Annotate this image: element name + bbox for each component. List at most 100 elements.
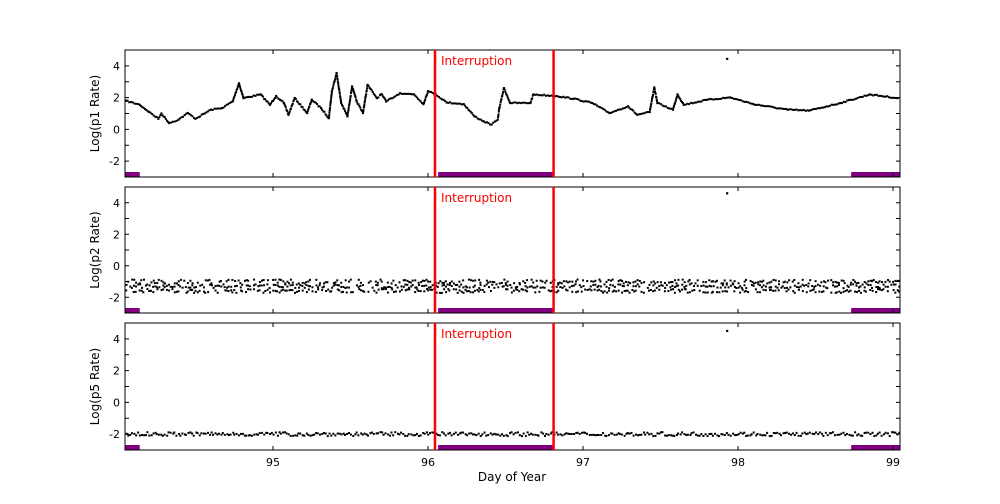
data-point bbox=[696, 434, 699, 437]
data-point bbox=[460, 283, 463, 286]
data-point bbox=[534, 93, 537, 96]
data-point bbox=[289, 434, 292, 437]
data-point bbox=[605, 280, 608, 283]
data-point bbox=[274, 431, 277, 434]
data-point bbox=[444, 280, 447, 283]
data-point bbox=[284, 282, 287, 285]
data-point bbox=[737, 433, 740, 436]
data-point bbox=[655, 96, 658, 99]
data-point bbox=[164, 117, 167, 120]
data-point bbox=[846, 284, 849, 287]
data-point bbox=[331, 88, 334, 91]
data-point bbox=[497, 286, 500, 289]
data-point bbox=[718, 435, 721, 438]
data-point bbox=[336, 77, 339, 80]
data-point bbox=[424, 98, 427, 101]
data-point bbox=[460, 431, 463, 434]
data-point bbox=[892, 280, 895, 283]
data-point bbox=[199, 115, 202, 118]
data-point bbox=[670, 107, 673, 110]
data-point bbox=[460, 103, 463, 106]
data-point bbox=[560, 96, 563, 99]
data-point bbox=[555, 291, 558, 294]
data-point bbox=[557, 95, 560, 98]
data-point bbox=[373, 94, 376, 97]
data-point bbox=[858, 286, 861, 289]
data-point bbox=[295, 100, 298, 103]
data-point bbox=[211, 108, 214, 111]
data-point bbox=[743, 100, 746, 103]
data-point bbox=[219, 279, 222, 282]
data-point bbox=[357, 286, 360, 289]
data-point bbox=[525, 102, 528, 105]
data-point bbox=[447, 432, 450, 435]
data-point bbox=[506, 284, 509, 287]
data-point bbox=[510, 286, 513, 289]
data-point bbox=[218, 280, 221, 283]
data-point bbox=[710, 280, 713, 283]
data-point bbox=[867, 431, 870, 434]
data-point bbox=[479, 283, 482, 286]
data-point bbox=[336, 432, 339, 435]
data-point bbox=[376, 281, 379, 284]
data-point bbox=[493, 286, 496, 289]
data-point bbox=[693, 101, 696, 104]
data-point bbox=[387, 433, 390, 436]
data-point bbox=[328, 432, 331, 435]
data-point bbox=[193, 291, 196, 294]
data-point bbox=[768, 286, 771, 289]
data-point bbox=[649, 108, 652, 111]
data-point bbox=[479, 118, 482, 121]
data-point bbox=[752, 103, 755, 106]
data-point bbox=[173, 285, 176, 288]
data-point bbox=[506, 280, 509, 283]
data-point bbox=[702, 434, 705, 437]
data-point bbox=[381, 94, 384, 97]
data-point bbox=[574, 283, 577, 286]
data-point bbox=[890, 283, 893, 286]
data-point bbox=[763, 105, 766, 108]
data-point bbox=[165, 288, 168, 291]
data-point bbox=[768, 105, 771, 108]
data-point bbox=[235, 91, 238, 94]
data-point bbox=[301, 284, 304, 287]
data-point bbox=[830, 432, 833, 435]
data-point bbox=[220, 285, 223, 288]
data-point bbox=[400, 285, 403, 288]
data-point bbox=[491, 433, 494, 436]
data-point bbox=[692, 285, 695, 288]
data-point bbox=[677, 278, 680, 281]
data-point bbox=[634, 289, 637, 292]
data-point bbox=[840, 279, 843, 282]
data-point bbox=[130, 101, 133, 104]
data-point bbox=[611, 290, 614, 293]
data-point bbox=[805, 291, 808, 294]
data-point bbox=[716, 98, 719, 101]
data-point bbox=[659, 281, 662, 284]
data-point bbox=[200, 432, 203, 435]
data-point bbox=[313, 101, 316, 104]
data-point bbox=[886, 95, 889, 98]
data-point bbox=[797, 282, 800, 285]
data-point bbox=[338, 87, 341, 90]
data-point bbox=[291, 281, 294, 284]
data-point bbox=[223, 286, 226, 289]
data-point bbox=[415, 96, 418, 99]
data-point bbox=[880, 434, 883, 437]
data-point bbox=[325, 290, 328, 293]
data-point bbox=[683, 285, 686, 288]
data-point bbox=[305, 432, 308, 435]
data-point bbox=[390, 286, 393, 289]
data-point bbox=[355, 431, 358, 434]
data-point bbox=[682, 103, 685, 106]
data-point bbox=[284, 104, 287, 107]
data-point bbox=[710, 432, 713, 435]
data-point bbox=[797, 434, 800, 437]
data-point bbox=[213, 107, 216, 110]
data-point bbox=[870, 286, 873, 289]
data-point bbox=[582, 100, 585, 103]
data-point bbox=[152, 279, 155, 282]
interruption-label: Interruption bbox=[441, 327, 512, 341]
data-point bbox=[875, 286, 878, 289]
data-point bbox=[514, 101, 517, 104]
